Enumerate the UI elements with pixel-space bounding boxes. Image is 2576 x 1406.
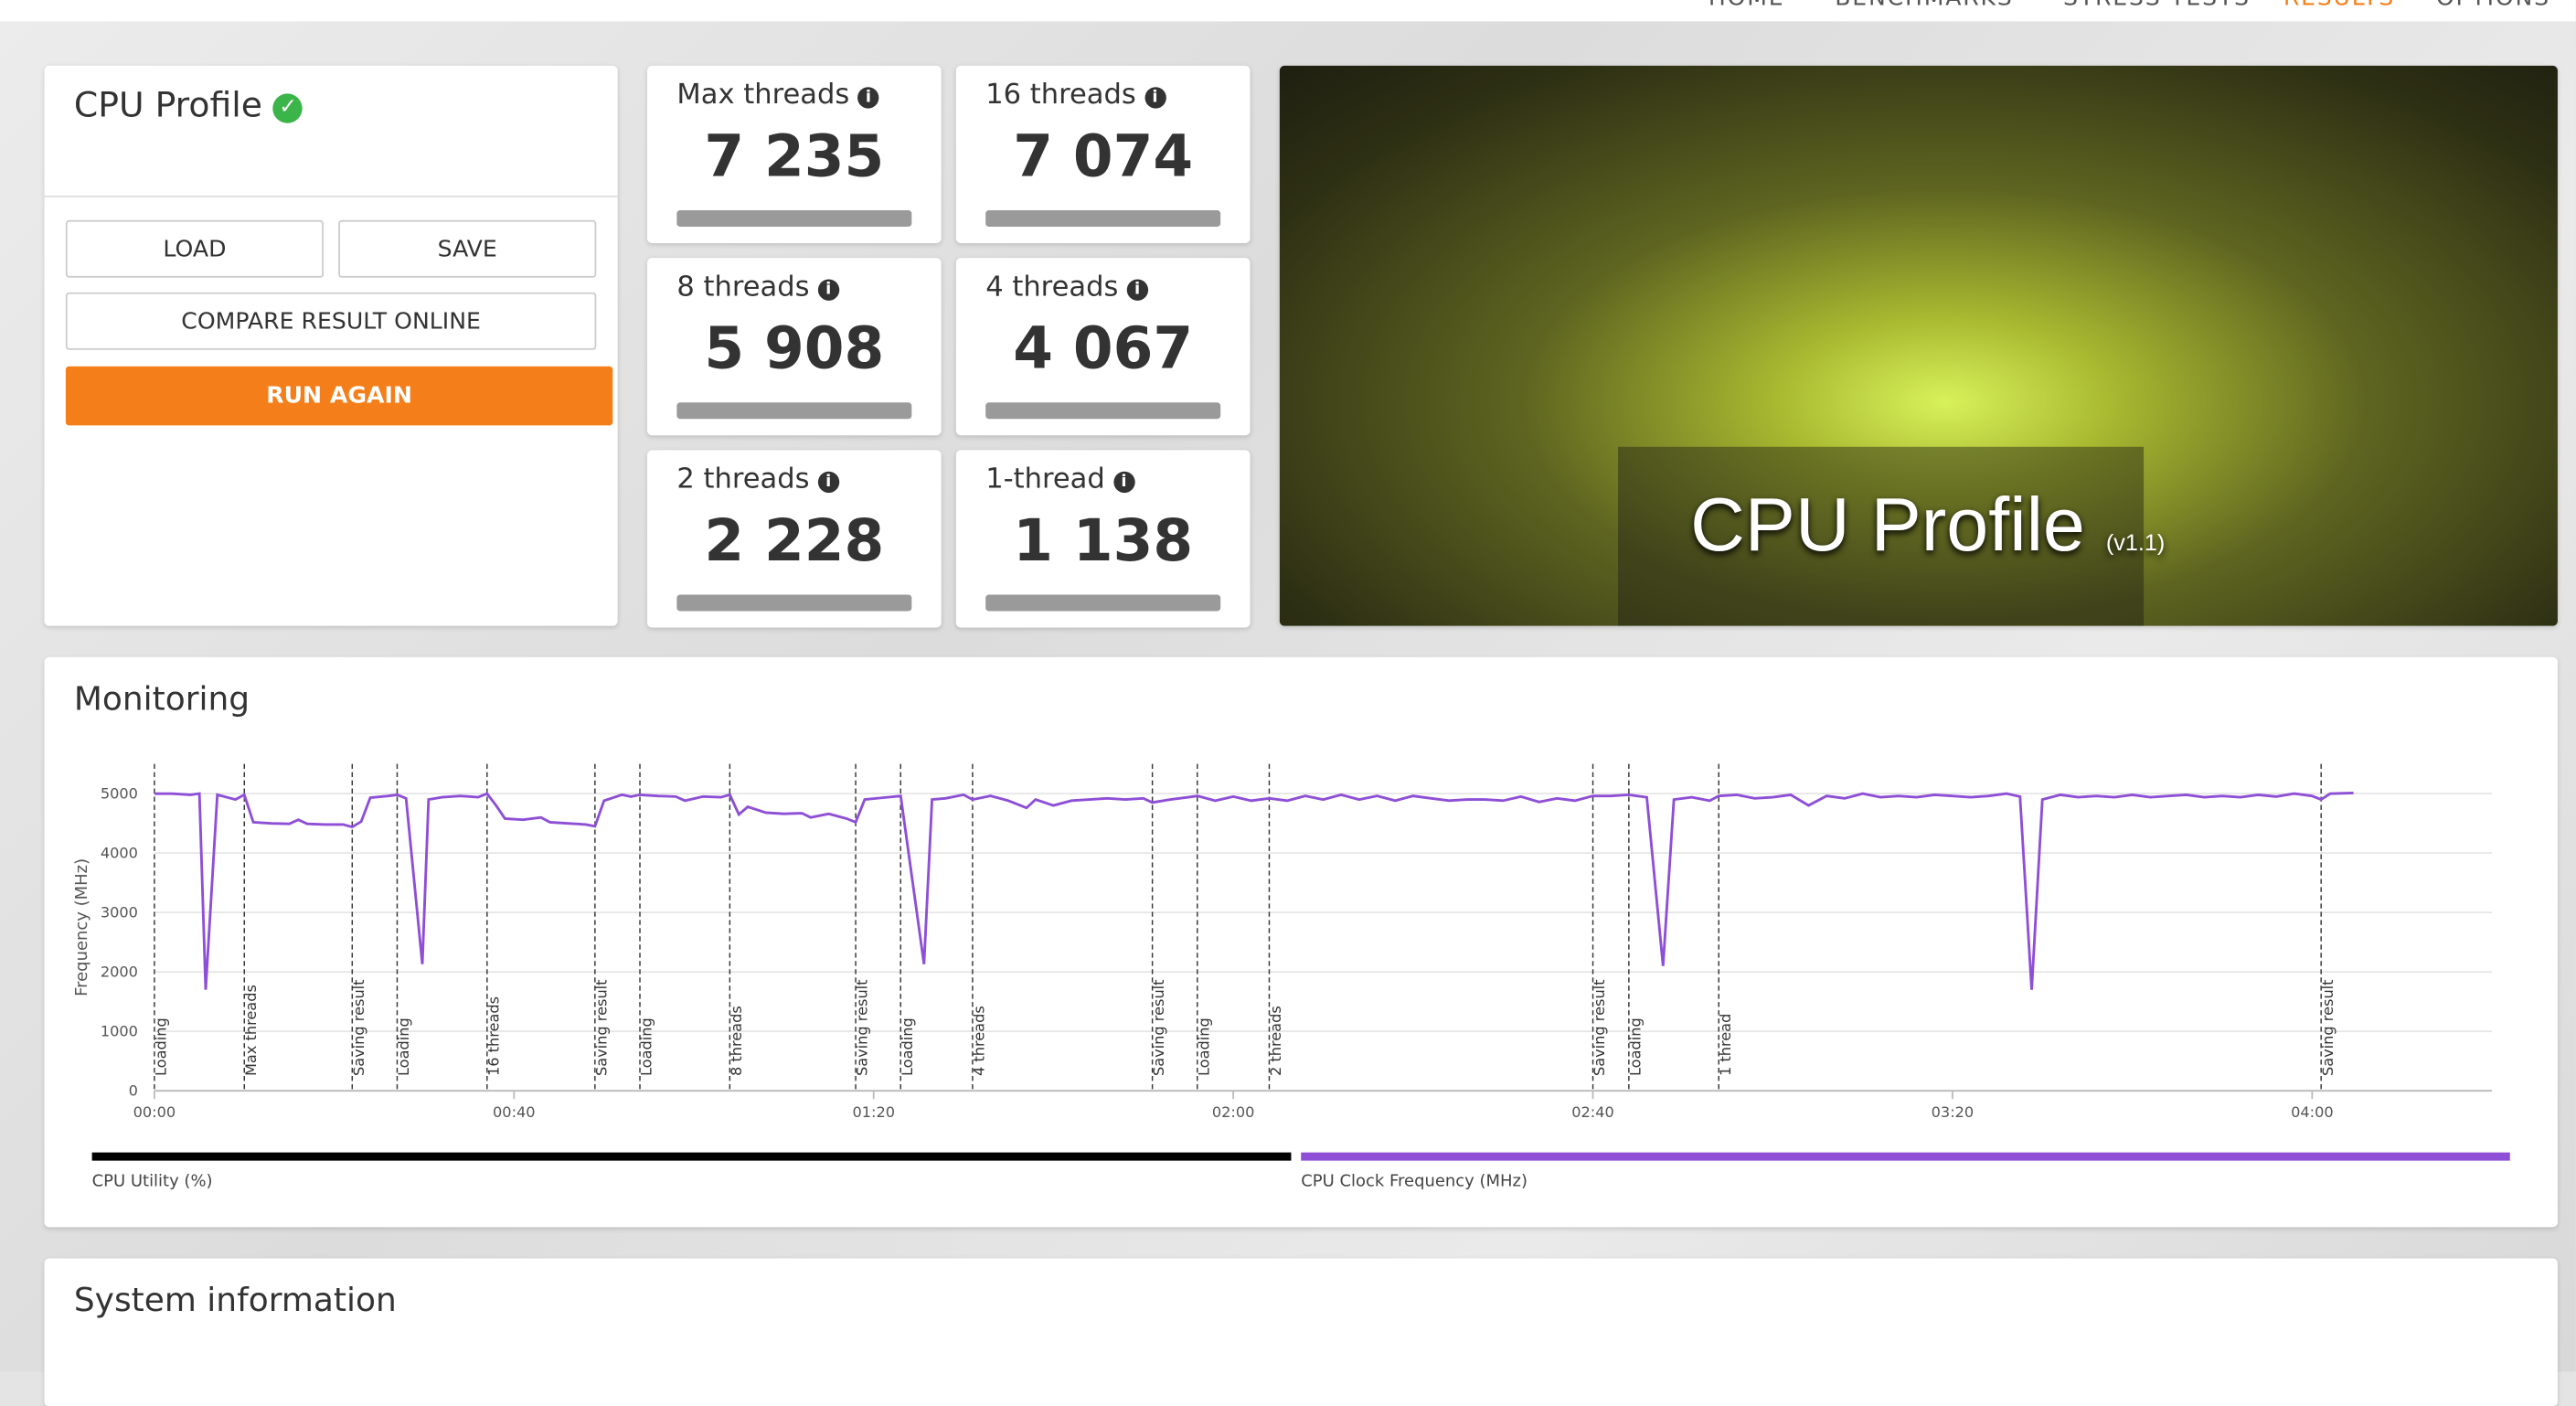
event-label: 16 threads bbox=[484, 996, 502, 1076]
score-label-text: Max threads bbox=[676, 79, 850, 112]
y-tick-label: 4000 bbox=[101, 845, 138, 862]
save-button[interactable]: SAVE bbox=[338, 219, 597, 278]
nav-item[interactable]: RESULTS bbox=[2283, 0, 2395, 12]
info-icon: i bbox=[1144, 87, 1166, 109]
score-card: 16 threads i 7 074 bbox=[955, 65, 1251, 243]
score-label-text: 8 threads bbox=[676, 271, 810, 304]
score-bar bbox=[985, 594, 1221, 612]
score-value: 1 138 bbox=[1013, 509, 1194, 575]
score-value: 7 235 bbox=[704, 124, 885, 191]
event-label: Loading bbox=[152, 1017, 169, 1076]
profile-title: CPU Profile ✓ bbox=[73, 85, 303, 125]
score-card: 2 threads i 2 228 bbox=[647, 450, 942, 628]
divider bbox=[44, 195, 618, 197]
score-bar bbox=[676, 594, 912, 612]
score-label: 8 threads i bbox=[676, 272, 839, 304]
x-tick-label: 02:00 bbox=[1212, 1103, 1255, 1121]
score-value: 7 074 bbox=[1013, 124, 1194, 191]
info-icon: i bbox=[857, 87, 879, 109]
score-bar bbox=[985, 402, 1221, 420]
info-icon: i bbox=[1112, 471, 1135, 494]
score-label: 2 threads i bbox=[676, 463, 839, 496]
title-text: CPU Profile bbox=[73, 85, 262, 125]
event-label: 4 threads bbox=[970, 1006, 987, 1076]
event-label: Loading bbox=[395, 1017, 412, 1076]
x-tick-label: 00:00 bbox=[133, 1103, 176, 1121]
event-label: Saving result bbox=[350, 979, 367, 1076]
y-tick-label: 1000 bbox=[101, 1023, 138, 1040]
score-label-text: 2 threads bbox=[676, 463, 810, 496]
score-label: Max threads i bbox=[676, 79, 879, 112]
legend-label: CPU Utility (%) bbox=[92, 1171, 213, 1190]
score-bar bbox=[985, 210, 1221, 227]
score-label-text: 1-thread bbox=[985, 463, 1105, 496]
info-icon: i bbox=[1126, 279, 1148, 301]
nav-item[interactable]: STRESS TESTS bbox=[2063, 0, 2251, 12]
event-label: 1 thread bbox=[1717, 1014, 1734, 1076]
score-label: 1-thread i bbox=[985, 463, 1135, 496]
banner-title-text: CPU Profile bbox=[1690, 481, 2085, 567]
score-label-text: 16 threads bbox=[985, 79, 1136, 112]
score-card: 1-thread i 1 138 bbox=[955, 450, 1251, 628]
score-label: 16 threads i bbox=[985, 79, 1166, 112]
profile-card: CPU Profile ✓ LOAD SAVE COMPARE RESULT O… bbox=[44, 65, 618, 626]
event-label: Saving result bbox=[1591, 979, 1608, 1076]
event-label: 8 threads bbox=[728, 1006, 745, 1076]
event-label: Loading bbox=[899, 1017, 916, 1076]
event-label: Loading bbox=[1195, 1017, 1212, 1076]
top-bar: HOME BENCHMARKS STRESS TESTS RESULTS OPTIONS bbox=[0, 0, 2576, 22]
x-tick-label: 03:20 bbox=[1932, 1103, 1975, 1121]
legend-label: CPU Clock Frequency (MHz) bbox=[1301, 1171, 1528, 1190]
nav-item[interactable]: OPTIONS bbox=[2436, 0, 2550, 12]
y-tick-label: 0 bbox=[129, 1082, 138, 1100]
event-label: Max threads bbox=[242, 985, 260, 1076]
score-card: 8 threads i 5 908 bbox=[647, 258, 942, 436]
score-bar bbox=[676, 210, 912, 227]
info-icon: i bbox=[817, 279, 839, 301]
score-card: Max threads i 7 235 bbox=[647, 65, 942, 243]
event-label: Saving result bbox=[2319, 979, 2336, 1076]
system-title: System information bbox=[73, 1279, 397, 1319]
load-button[interactable]: LOAD bbox=[65, 219, 325, 278]
chart: 0 1000 2000 3000 4000 5000 00:00 00:40 01:20 02:0… bbox=[72, 763, 2510, 1190]
y-tick-label: 5000 bbox=[101, 785, 138, 803]
monitoring-title: Monitoring bbox=[73, 678, 250, 719]
nav-item[interactable]: HOME bbox=[1708, 0, 1785, 12]
event-label: Saving result bbox=[592, 979, 610, 1076]
score-value: 5 908 bbox=[704, 316, 885, 383]
y-axis-label: Frequency (MHz) bbox=[72, 858, 91, 996]
x-tick-label: 01:20 bbox=[852, 1103, 895, 1121]
score-value: 4 067 bbox=[1013, 316, 1194, 383]
banner-title: CPU Profile (v1.1) bbox=[1690, 480, 2165, 569]
check-icon: ✓ bbox=[272, 93, 303, 123]
score-value: 2 228 bbox=[704, 509, 885, 575]
event-label: 2 threads bbox=[1267, 1006, 1284, 1076]
event-label: Saving result bbox=[854, 979, 871, 1076]
x-tick-label: 04:00 bbox=[2291, 1103, 2334, 1121]
score-bar bbox=[676, 402, 912, 420]
nav-item[interactable]: BENCHMARKS bbox=[1835, 0, 2013, 12]
score-label-text: 4 threads bbox=[985, 271, 1119, 304]
series-line bbox=[154, 791, 2354, 990]
compare-button[interactable]: COMPARE RESULT ONLINE bbox=[65, 292, 597, 350]
y-tick-label: 3000 bbox=[101, 904, 138, 921]
monitoring-card: Monitoring bbox=[44, 656, 2558, 1228]
event-label: Loading bbox=[1626, 1017, 1644, 1076]
y-tick-label: 2000 bbox=[101, 964, 138, 981]
event-label: Loading bbox=[638, 1017, 655, 1076]
x-tick-label: 00:40 bbox=[493, 1103, 536, 1121]
score-label: 4 threads i bbox=[985, 272, 1148, 304]
run-again-button[interactable]: RUN AGAIN bbox=[65, 366, 613, 426]
banner-version: (v1.1) bbox=[2105, 528, 2166, 556]
x-tick-label: 02:40 bbox=[1571, 1103, 1614, 1121]
event-label: Saving result bbox=[1150, 979, 1167, 1076]
info-icon: i bbox=[817, 471, 839, 494]
score-card: 4 threads i 4 067 bbox=[955, 258, 1251, 436]
banner-overlay bbox=[1618, 446, 2145, 626]
banner: CPU Profile (v1.1) bbox=[1279, 65, 2558, 626]
